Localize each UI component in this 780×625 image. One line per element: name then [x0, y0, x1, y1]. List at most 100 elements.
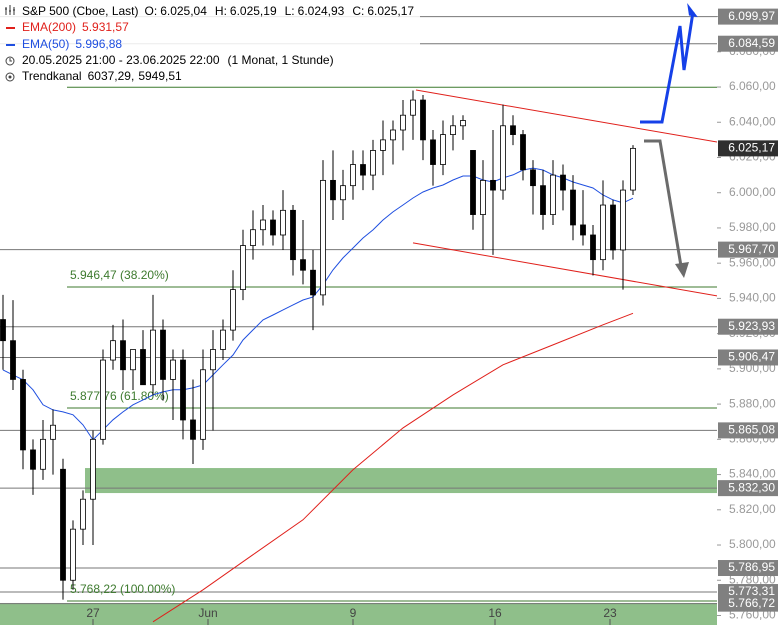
y-tick-label: 5.960,00: [729, 255, 776, 269]
price-box: [718, 422, 778, 439]
price-box: [718, 8, 778, 25]
ema-line: [2, 167, 634, 441]
candle-body: [0, 319, 6, 342]
candle-body: [210, 349, 216, 371]
legend-text: EMA(200): [22, 20, 76, 34]
price-box-label: 6.084,59: [728, 36, 775, 50]
candle-body: [490, 179, 496, 191]
candle-body: [120, 340, 126, 371]
trend-channel: [415, 89, 717, 143]
projection-down: [644, 139, 683, 267]
x-tick-label: 9: [350, 606, 357, 620]
candle-body: [420, 99, 426, 141]
candle-body: [410, 99, 416, 116]
interval: (1 Monat, 1 Stunde): [228, 53, 334, 67]
candle-body: [260, 219, 266, 231]
price-box-label: 5.906,47: [728, 350, 775, 364]
channel-icon: [5, 72, 15, 82]
candle-body: [70, 528, 76, 581]
y-tick-label: 5.840,00: [729, 467, 776, 481]
legend-text: 6.025,04: [160, 4, 207, 18]
plot-area: 5.946,47 (38.20%) 5.877,76 (61.80%) 5.768,…: [0, 16, 717, 625]
candle-body: [310, 269, 316, 296]
fib-label: 5.877,76 (61.80%): [70, 389, 169, 403]
price-box-label: 5.832,30: [728, 480, 775, 494]
legend-text: O:: [145, 4, 158, 18]
legend-text: 5.931,57: [82, 20, 129, 34]
legend-text: C:: [352, 4, 364, 18]
y-tick-label: 5.940,00: [729, 291, 776, 305]
candle-body: [620, 189, 626, 251]
candle-body: [240, 245, 246, 290]
candle-body: [100, 359, 106, 440]
x-tick-label: 16: [488, 606, 502, 620]
candle-body: [460, 120, 466, 127]
price-box: [718, 349, 778, 366]
candle-body: [90, 438, 96, 500]
x-tick-label: 27: [86, 606, 100, 620]
price-box: [718, 318, 778, 335]
legend-text: L:: [285, 4, 295, 18]
price-box-label: 5.923,93: [728, 319, 775, 333]
candle-body: [140, 349, 146, 386]
legend-text: 6.025,19: [230, 4, 277, 18]
price-box-label: 6.025,17: [728, 141, 775, 155]
y-tick-label: 5.800,00: [729, 537, 776, 551]
candle-body: [350, 164, 356, 187]
y-tick-label: 5.880,00: [729, 396, 776, 410]
chart-title: S&P 500 (Cboe, Last): [22, 4, 139, 18]
price-box: [718, 595, 778, 612]
candle-body: [550, 174, 556, 215]
candle-body: [30, 449, 36, 470]
candle-body: [380, 139, 386, 151]
candle-body: [170, 359, 176, 380]
candle-body: [300, 259, 306, 271]
fib-label: 5.946,47 (38.20%): [70, 268, 169, 282]
legend-background: [0, 0, 420, 86]
candle-body: [250, 229, 256, 246]
y-tick-label: 5.980,00: [729, 220, 776, 234]
price-box-label: 5.865,08: [728, 423, 775, 437]
candle-body: [540, 185, 546, 215]
candle-body: [610, 204, 616, 251]
price-box: [718, 480, 778, 497]
y-tick-label: 6.040,00: [729, 114, 776, 128]
candle-body: [570, 189, 576, 226]
legend-text: 5949,51: [138, 69, 182, 83]
arrow-head: [675, 262, 689, 278]
candle-body: [500, 125, 506, 191]
candle-body: [430, 139, 436, 165]
support-zone: [85, 468, 717, 494]
candle-body: [470, 150, 476, 215]
legend-text: EMA(50): [22, 37, 69, 51]
candle-body: [580, 224, 586, 236]
candle-body: [60, 468, 66, 581]
candle-body: [370, 150, 376, 176]
candle-body: [360, 164, 366, 176]
candle-body: [600, 204, 606, 261]
candle-body: [290, 209, 296, 261]
price-axis: 5.760,005.780,005.800,005.820,005.840,00…: [717, 8, 778, 622]
legend-swatch: [6, 27, 15, 29]
price-box: [718, 35, 778, 52]
price-box: [718, 241, 778, 258]
legend-text: 6.024,93: [298, 4, 345, 18]
clock-hand: [9, 58, 12, 62]
price-box-label: 5.967,70: [728, 242, 775, 256]
candle-body: [270, 219, 276, 236]
price-box: [718, 560, 778, 577]
y-tick-label: 6.000,00: [729, 185, 776, 199]
candle-body: [330, 179, 336, 201]
candle-body: [190, 419, 196, 440]
legend-text: 6037,29,: [88, 69, 135, 83]
candle-body: [400, 114, 406, 131]
price-box-label: 5.766,72: [728, 596, 775, 610]
trend-channel: [412, 242, 717, 297]
candle-body: [150, 329, 156, 386]
candle-body: [630, 147, 636, 191]
candle-body: [390, 129, 396, 141]
candle-body: [80, 498, 86, 530]
y-tick-label: 5.820,00: [729, 502, 776, 516]
candle-body: [520, 134, 526, 171]
price-box-label: 5.773,31: [728, 584, 775, 598]
